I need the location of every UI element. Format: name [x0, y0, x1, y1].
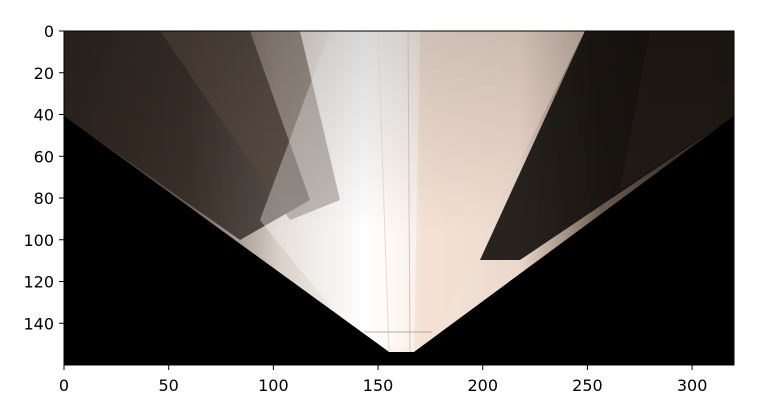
y-axis: 0 20 40 60 80 100 120 140: [23, 22, 64, 333]
image-area: [64, 31, 734, 365]
y-tick-label: 120: [23, 273, 54, 292]
center-line-right: [407, 31, 411, 353]
y-tick-label: 140: [23, 314, 54, 333]
x-tick-label: 150: [363, 376, 394, 395]
y-tick-label: 100: [23, 231, 54, 250]
x-axis: 0 50 100 150 200 250 300: [59, 365, 707, 395]
bottom-mask: [64, 352, 734, 365]
x-tick-label: 100: [258, 376, 289, 395]
center-line-left: [377, 31, 390, 353]
y-tick-label: 20: [34, 64, 54, 83]
y-tick-label: 0: [44, 22, 54, 41]
x-tick-label: 0: [59, 376, 69, 395]
y-tick-label: 80: [34, 189, 54, 208]
right-mask: [414, 116, 734, 365]
x-tick-label: 50: [159, 376, 179, 395]
y-tick-label: 40: [34, 106, 54, 125]
left-mask: [64, 116, 389, 365]
x-tick-label: 200: [467, 376, 498, 395]
x-tick-label: 250: [572, 376, 603, 395]
y-tick-label: 60: [34, 147, 54, 166]
x-tick-label: 300: [677, 376, 708, 395]
